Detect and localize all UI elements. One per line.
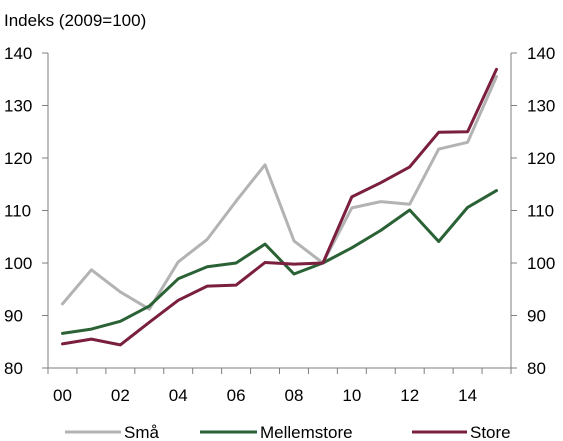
series-line-store [61, 67, 498, 347]
x-tick-label: 04 [169, 386, 188, 405]
legend-label: Store [470, 423, 511, 441]
x-tick-label: 02 [111, 386, 130, 405]
x-tick-label: 08 [285, 386, 304, 405]
y-tick-label-left: 110 [4, 202, 31, 221]
x-tick-label: 06 [227, 386, 246, 405]
y-tick-label-right: 90 [527, 307, 546, 326]
y-tick-label-left: 130 [4, 97, 32, 116]
y-tick-label-right: 80 [527, 359, 546, 378]
y-tick-label-right: 140 [527, 44, 555, 63]
x-tick-label: 14 [458, 386, 477, 405]
x-tick-label: 10 [342, 386, 361, 405]
unit-label: Indeks (2009=100) [4, 11, 146, 30]
x-tick-label: 00 [53, 386, 72, 405]
legend-label: Mellemstore [260, 423, 353, 441]
y-tick-label-left: 120 [4, 149, 32, 168]
y-tick-label-left: 80 [4, 359, 23, 378]
legend: Små Mellemstore Store [65, 423, 511, 441]
y-tick-label-right: 120 [527, 149, 555, 168]
y-tick-label-left: 100 [4, 254, 32, 273]
series-line-sm- [61, 75, 498, 311]
legend-item: Små [65, 423, 160, 441]
series-lines [61, 67, 498, 347]
y-tick-label-left: 90 [4, 307, 23, 326]
series-line-mellemstore [61, 189, 498, 335]
legend-item: Mellemstore [200, 423, 353, 441]
y-tick-label-right: 100 [527, 254, 555, 273]
y-tick-label-left: 140 [4, 44, 32, 63]
legend-label: Små [124, 423, 160, 441]
y-tick-label-right: 110 [527, 202, 554, 221]
x-tick-label: 12 [400, 386, 419, 405]
y-tick-label-right: 130 [527, 97, 555, 116]
legend-item: Store [412, 423, 511, 441]
